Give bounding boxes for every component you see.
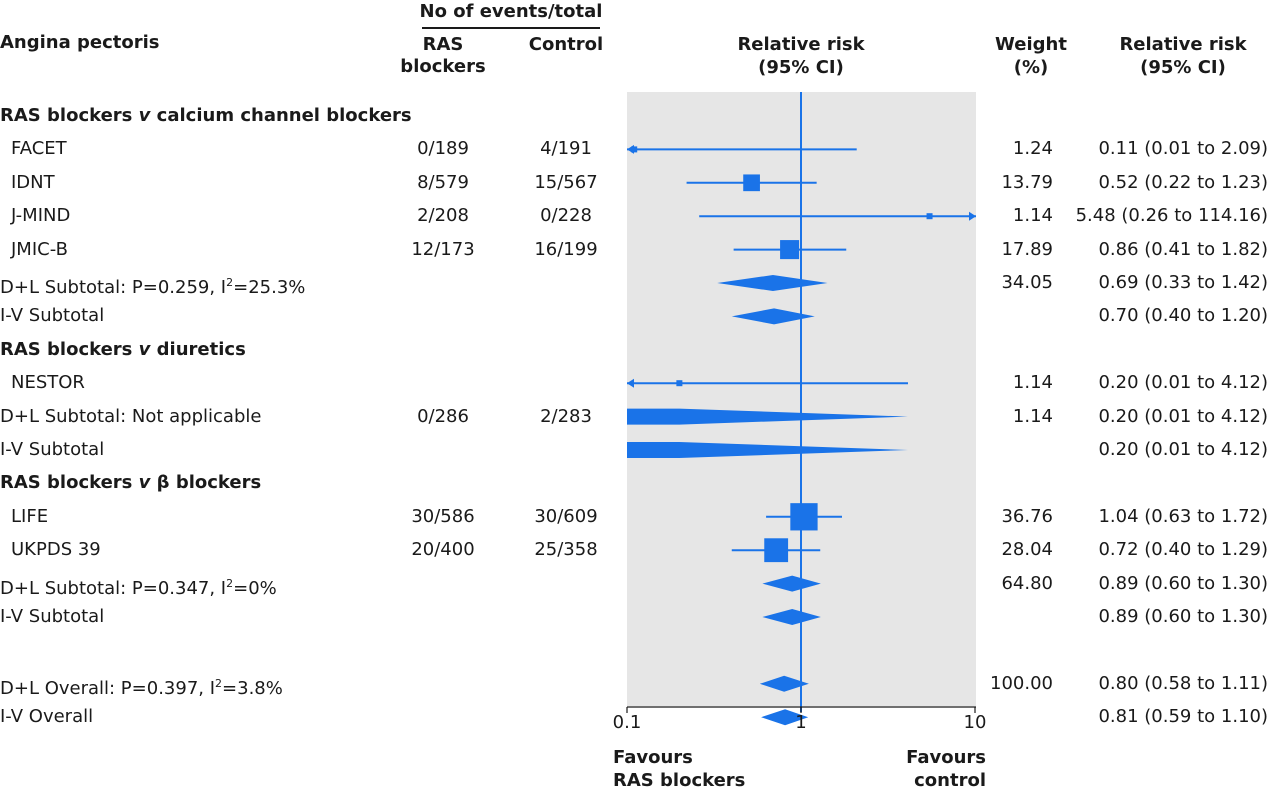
- point-estimate-square: [926, 213, 933, 220]
- weight-header-line1: Weight: [995, 34, 1067, 55]
- rr-ci-value: 0.81 (0.59 to 1.10): [1098, 706, 1268, 728]
- rr-ci-value: 5.48 (0.26 to 114.16): [1075, 205, 1268, 227]
- summary-label: I-V Subtotal: [0, 606, 105, 627]
- study-label: UKPDS 39: [11, 539, 101, 561]
- group-heading: RAS blockers v calcium channel blockers: [0, 105, 412, 126]
- events-header-rule: [422, 27, 600, 29]
- point-estimate-square: [676, 380, 683, 387]
- weight-value: 1.14: [1012, 405, 1053, 427]
- study-label: NESTOR: [11, 372, 85, 394]
- summary-diamond: [627, 408, 908, 425]
- summary-label: D+L Overall: P=0.397, I2=3.8%: [0, 676, 283, 699]
- summary-diamond: [761, 709, 809, 726]
- ras-column-header-line2: blockers: [400, 56, 486, 77]
- rr-text-header-line1: Relative risk: [1119, 34, 1247, 55]
- rr-ci-value: 1.04 (0.63 to 1.72): [1098, 505, 1268, 527]
- ci-arrow: [627, 378, 634, 388]
- rr-ci-value: 0.89 (0.60 to 1.30): [1098, 572, 1268, 594]
- summary-diamond: [731, 308, 815, 325]
- point-estimate-square: [743, 174, 760, 192]
- summary-label: I-V Subtotal: [0, 305, 105, 327]
- ras-column-header-line1: RAS: [422, 34, 464, 55]
- rr-ci-value: 0.89 (0.60 to 1.30): [1098, 606, 1268, 627]
- weight-value: 34.05: [1001, 272, 1053, 293]
- control-events: 15/567: [534, 171, 598, 193]
- study-label: LIFE: [11, 505, 49, 527]
- ras-events: 20/400: [411, 539, 475, 561]
- rr-ci-value: 0.80 (0.58 to 1.11): [1098, 672, 1268, 694]
- control-events: 4/191: [540, 138, 592, 160]
- ras-events: 2/208: [417, 205, 469, 227]
- rr-plot-header-line2: (95% CI): [758, 57, 844, 78]
- study-label: FACET: [11, 138, 67, 160]
- rr-text-header-line2: (95% CI): [1140, 57, 1226, 78]
- summary-diamond: [762, 609, 821, 625]
- summary-diamond: [762, 575, 821, 592]
- ras-events: 0/189: [417, 138, 469, 160]
- weight-header-line2: (%): [1013, 57, 1049, 78]
- ras-events: 8/579: [417, 171, 469, 193]
- point-estimate-square: [631, 146, 638, 153]
- ras-events: 30/586: [411, 505, 475, 527]
- study-label: J-MIND: [11, 205, 71, 227]
- study-label: JMIC-B: [11, 238, 68, 260]
- summary-label: D+L Subtotal: P=0.347, I2=0%: [0, 576, 277, 599]
- ci-arrow: [969, 211, 976, 221]
- group-heading: RAS blockers v β blockers: [0, 472, 262, 494]
- rr-ci-value: 0.20 (0.01 to 4.12): [1098, 372, 1268, 394]
- control-events: 30/609: [534, 505, 598, 527]
- weight-value: 64.80: [1001, 572, 1053, 594]
- x-tick-label: 0.1: [612, 712, 642, 733]
- study-label: IDNT: [11, 171, 55, 193]
- weight-value: 28.04: [1001, 539, 1053, 561]
- summary-label: D+L Subtotal: Not applicable: [0, 405, 262, 427]
- control-events: 2/283: [540, 405, 592, 427]
- weight-value: 13.79: [1001, 171, 1053, 193]
- summary-diamond: [627, 442, 908, 458]
- weight-value: 1.14: [1012, 205, 1053, 227]
- favours-left-line1: Favours: [613, 747, 693, 768]
- point-estimate-square: [790, 503, 818, 531]
- favours-right-line1: Favours: [906, 747, 986, 768]
- x-tick-label: 1: [795, 712, 807, 733]
- weight-value: 100.00: [990, 672, 1053, 694]
- favours-left-line2: RAS blockers: [613, 770, 746, 791]
- rr-ci-value: 0.11 (0.01 to 2.09): [1098, 138, 1268, 160]
- summary-diamond: [759, 675, 809, 692]
- rr-ci-value: 0.52 (0.22 to 1.23): [1098, 171, 1268, 193]
- rr-ci-value: 0.72 (0.40 to 1.29): [1098, 539, 1268, 561]
- ras-events: 0/286: [417, 405, 469, 427]
- summary-diamond: [717, 275, 828, 291]
- group-heading: RAS blockers v diuretics: [0, 338, 246, 360]
- summary-label: D+L Subtotal: P=0.259, I2=25.3%: [0, 276, 306, 298]
- point-estimate-square: [764, 538, 789, 563]
- outcome-title: Angina pectoris: [0, 32, 160, 53]
- x-tick-label: 10: [963, 712, 987, 733]
- weight-value: 1.24: [1012, 138, 1053, 160]
- control-column-header: Control: [528, 34, 604, 55]
- rr-ci-value: 0.69 (0.33 to 1.42): [1098, 272, 1268, 293]
- point-estimate-square: [780, 240, 800, 260]
- summary-label: I-V Overall: [0, 706, 94, 728]
- rr-ci-value: 0.70 (0.40 to 1.20): [1098, 305, 1268, 327]
- control-events: 16/199: [534, 238, 598, 260]
- rr-ci-value: 0.20 (0.01 to 4.12): [1098, 405, 1268, 427]
- control-events: 25/358: [534, 539, 598, 561]
- rr-plot-header-line1: Relative risk: [737, 34, 865, 55]
- control-events: 0/228: [540, 205, 592, 227]
- weight-value: 1.14: [1012, 372, 1053, 394]
- weight-value: 17.89: [1001, 238, 1053, 260]
- weight-value: 36.76: [1001, 505, 1053, 527]
- events-group-header: No of events/total: [419, 1, 603, 22]
- favours-right-line2: control: [914, 770, 986, 791]
- ras-events: 12/173: [411, 238, 475, 260]
- summary-label: I-V Subtotal: [0, 439, 105, 460]
- rr-ci-value: 0.20 (0.01 to 4.12): [1098, 439, 1268, 460]
- rr-ci-value: 0.86 (0.41 to 1.82): [1098, 238, 1268, 260]
